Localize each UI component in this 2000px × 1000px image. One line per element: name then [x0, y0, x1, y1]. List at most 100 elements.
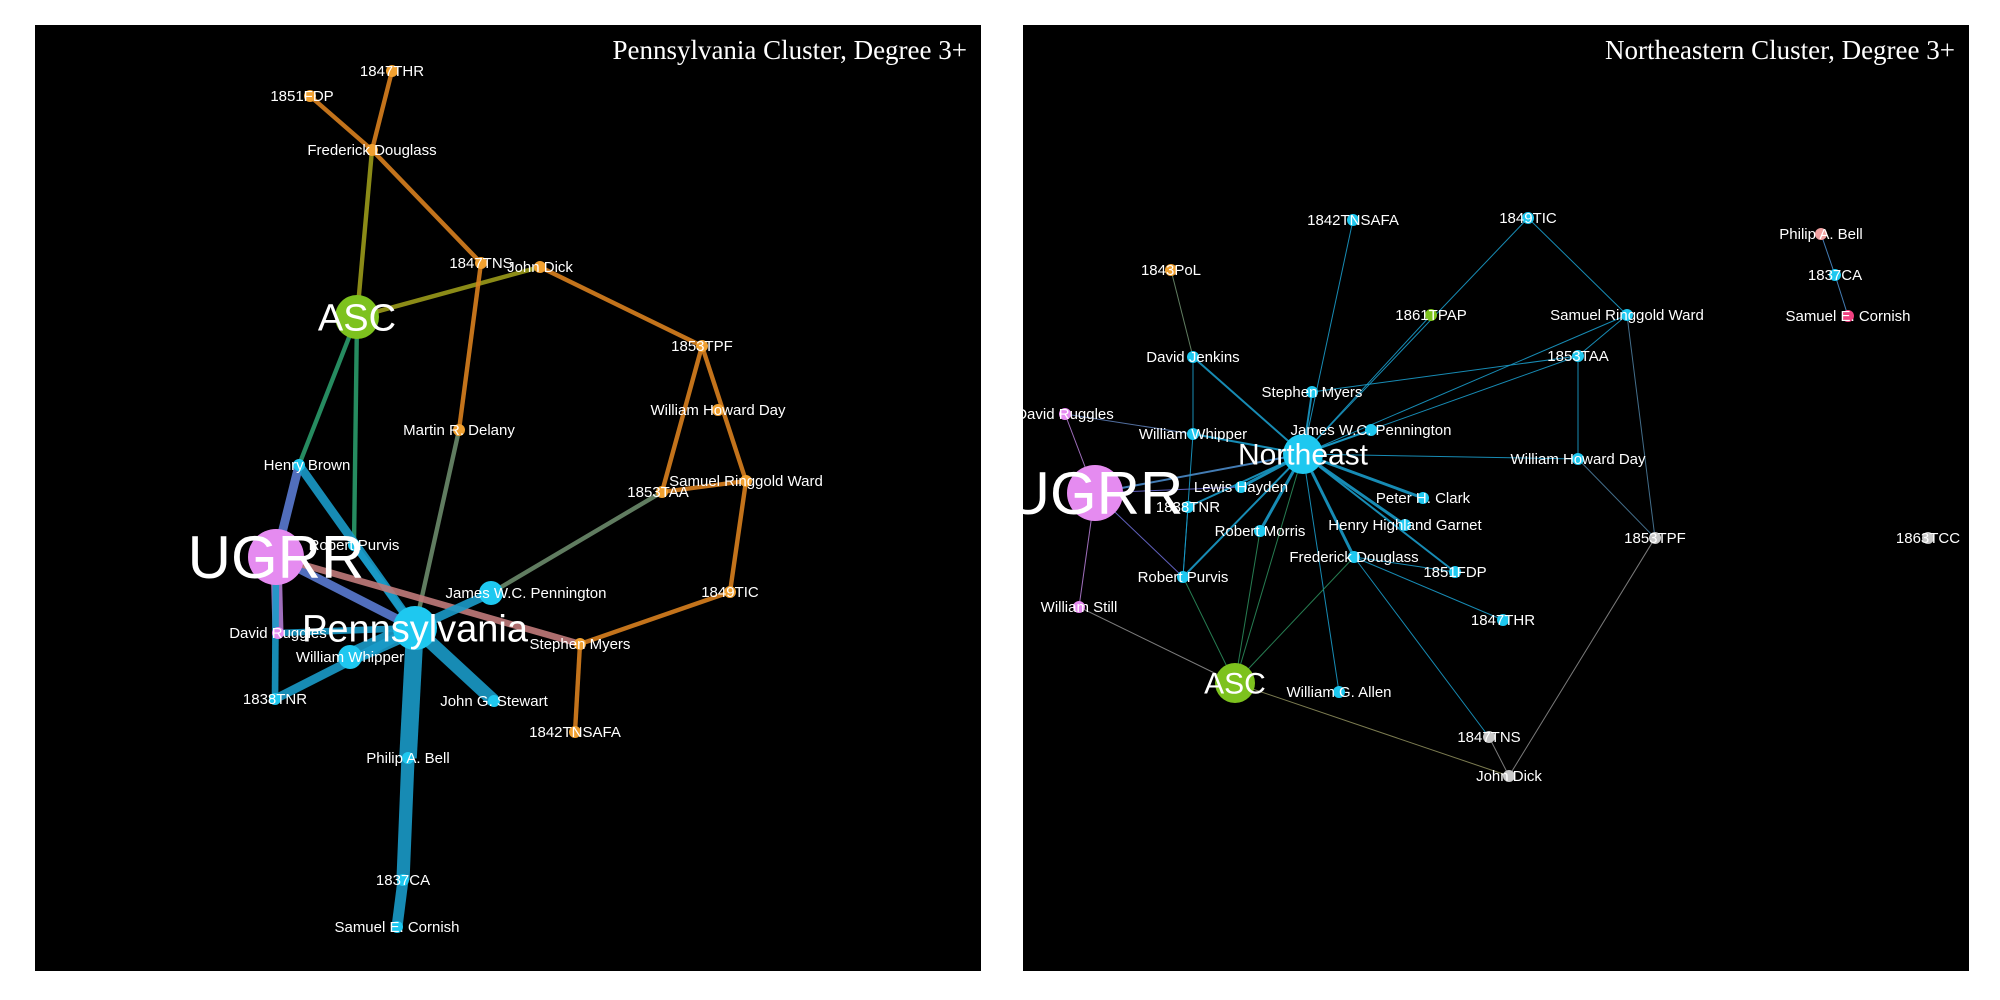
node-henry-brown[interactable] — [293, 459, 305, 471]
edge-frederick-douglass-to-asc — [1234, 556, 1355, 684]
node-frederick-douglass[interactable] — [366, 144, 378, 156]
node-1837ca[interactable] — [1829, 269, 1841, 281]
node-frederick-douglass[interactable] — [1348, 551, 1360, 563]
edge-northeast-to-peter-h-clark — [1302, 452, 1424, 500]
node-stephen-myers[interactable] — [574, 638, 586, 650]
edge-asc-to-henry-brown — [296, 316, 360, 466]
node-1842tnsafa[interactable] — [1347, 214, 1359, 226]
node-david-jenkins[interactable] — [1187, 351, 1199, 363]
node-robert-purvis[interactable] — [1177, 571, 1189, 583]
node-1853tpf[interactable] — [1649, 532, 1661, 544]
edge-asc-to-john-dick — [1234, 682, 1510, 777]
node-1847tns[interactable] — [1483, 731, 1495, 743]
node-james-w-c-pennington[interactable] — [479, 581, 503, 605]
node-william-howard-day[interactable] — [712, 404, 724, 416]
edge-northeast-to-1842tnsafa — [1302, 219, 1354, 455]
node-label-david-ruggles: David Ruggles — [229, 625, 327, 642]
node-philip-a-bell[interactable] — [402, 752, 414, 764]
node-robert-morris[interactable] — [1254, 525, 1266, 537]
node-label-samuel-ringgold-ward: Samuel Ringgold Ward — [1550, 307, 1704, 324]
node-label-stephen-myers: Stephen Myers — [1262, 384, 1363, 401]
node-label-northeast: Northeast — [1238, 439, 1369, 472]
edge-1837ca-to-samuel-e-cornish — [1834, 274, 1849, 317]
node-samuel-e-cornish[interactable] — [1842, 310, 1854, 322]
edge-1853taa-to-james-w-c-pennington — [489, 490, 664, 595]
node-label-henry-highland-garnet: Henry Highland Garnet — [1328, 517, 1482, 534]
node-1837ca[interactable] — [397, 874, 409, 886]
node-label-frederick-douglass: Frederick Douglass — [1289, 549, 1418, 566]
edge-ugrr-to-stephen-myers — [275, 553, 581, 648]
node-william-g-allen[interactable] — [1333, 686, 1345, 698]
node-label-1853tpf: 1853TPF — [671, 338, 733, 355]
northeastern-cluster-panel: 1842TNSAFA 1849TIC Philip A. Bell 1843PoL 18… — [1023, 25, 1969, 971]
node-william-whipper[interactable] — [338, 645, 362, 669]
node-1838tnr[interactable] — [1182, 501, 1194, 513]
node-john-g-stewart[interactable] — [488, 695, 500, 707]
node-henry-highland-garnet[interactable] — [1399, 519, 1411, 531]
node-pennsylvania[interactable] — [393, 606, 437, 650]
node-stephen-myers[interactable] — [1306, 386, 1318, 398]
node-label-peter-h-clark: Peter H. Clark — [1376, 490, 1471, 507]
edge-stephen-myers-to-1842tnsafa — [572, 643, 583, 733]
node-asc[interactable] — [1215, 663, 1255, 703]
node-1847thr[interactable] — [1497, 614, 1509, 626]
node-ugrr[interactable] — [248, 529, 304, 585]
node-northeast[interactable] — [1283, 434, 1323, 474]
node-samuel-ringgold-ward[interactable] — [740, 475, 752, 487]
node-asc[interactable] — [335, 295, 379, 339]
node-william-whipper[interactable] — [1187, 428, 1199, 440]
node-1847thr[interactable] — [386, 65, 398, 77]
node-robert-purvis[interactable] — [348, 539, 360, 551]
node-1847tns[interactable] — [475, 257, 487, 269]
node-label-1853taa: 1853TAA — [1547, 348, 1608, 365]
node-label-william-howard-day: William Howard Day — [650, 402, 786, 419]
node-william-still[interactable] — [1073, 601, 1085, 613]
edge-asc-to-robert-purvis — [351, 316, 360, 546]
edge-samuel-ringgold-ward-to-1853taa — [1577, 314, 1628, 357]
node-1838tnr[interactable] — [269, 693, 281, 705]
edge-1847thr-to-frederick-douglass — [369, 70, 395, 151]
edge-1849tic-to-samuel-ringgold-ward — [1527, 217, 1628, 316]
node-1861tpap[interactable] — [1425, 309, 1437, 321]
node-1863tcc[interactable] — [1922, 532, 1934, 544]
node-samuel-e-cornish[interactable] — [391, 921, 403, 933]
node-peter-h-clark[interactable] — [1417, 492, 1429, 504]
node-david-ruggles[interactable] — [1059, 408, 1071, 420]
edges-layer — [1064, 217, 1849, 777]
node-1853taa[interactable] — [656, 486, 668, 498]
edge-frederick-douglass-to-1847tns — [370, 148, 483, 265]
edge-northeast-to-1838tnr — [1187, 453, 1304, 508]
node-label-1838tnr: 1838TNR — [243, 691, 307, 708]
node-philip-a-bell[interactable] — [1815, 228, 1827, 240]
node-martin-r-delany[interactable] — [453, 424, 465, 436]
node-john-dick[interactable] — [534, 261, 546, 273]
node-1849tic[interactable] — [1522, 212, 1534, 224]
node-label-james-w-c-pennington: James W.C. Pennington — [446, 585, 607, 602]
node-1853tpf[interactable] — [696, 340, 708, 352]
node-1851fdp[interactable] — [1449, 566, 1461, 578]
node-label-1847thr: 1847THR — [1471, 612, 1535, 629]
node-label-1851fdp: 1851FDP — [270, 88, 333, 105]
node-1851fdp[interactable] — [304, 90, 316, 102]
node-james-w-c-pennington[interactable] — [1365, 424, 1377, 436]
node-1849tic[interactable] — [724, 586, 736, 598]
node-1853taa[interactable] — [1572, 350, 1584, 362]
node-label-william-whipper: William Whipper — [296, 649, 404, 666]
node-label-martin-r-delany: Martin R. Delany — [403, 422, 515, 439]
node-samuel-ringgold-ward[interactable] — [1621, 309, 1633, 321]
panel-title: Northeastern Cluster, Degree 3+ — [1604, 35, 1955, 65]
node-label-1847tns: 1847TNS — [1457, 729, 1520, 746]
node-william-howard-day[interactable] — [1572, 453, 1584, 465]
node-label-samuel-e-cornish: Samuel E. Cornish — [1785, 308, 1910, 325]
edge-philip-a-bell-to-1837ca — [1820, 233, 1836, 276]
node-1843pol[interactable] — [1165, 264, 1177, 276]
node-lewis-hayden[interactable] — [1235, 481, 1247, 493]
node-ugrr[interactable] — [1067, 465, 1123, 521]
node-label-william-howard-day: William Howard Day — [1510, 451, 1646, 468]
node-john-dick[interactable] — [1503, 770, 1515, 782]
node-1842tnsafa[interactable] — [569, 726, 581, 738]
node-david-ruggles[interactable] — [272, 627, 284, 639]
node-label-ugrr: UGRR — [188, 524, 365, 591]
node-label-1842tnsafa: 1842TNSAFA — [1307, 212, 1399, 229]
edge-asc-to-robert-morris — [1234, 530, 1261, 684]
